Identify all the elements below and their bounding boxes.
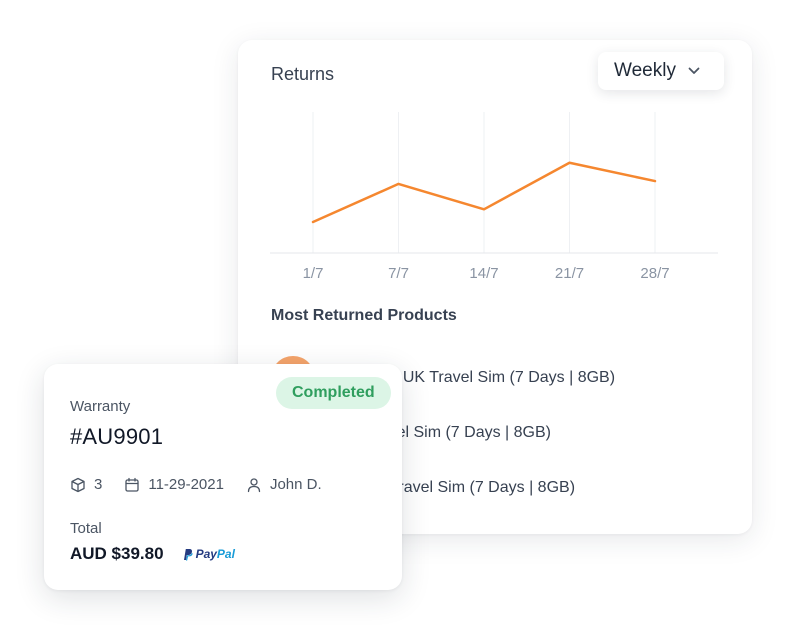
returns-line-chart: 1/7 7/7 14/7 21/7 28/7 <box>270 112 718 282</box>
quantity-value: 3 <box>94 476 103 493</box>
date-meta: 11-29-2021 <box>124 476 224 493</box>
x-tick-label: 1/7 <box>303 265 324 282</box>
x-tick-label: 28/7 <box>640 265 669 282</box>
warranty-id: #AU9901 <box>70 424 164 449</box>
warranty-card[interactable]: Completed Warranty #AU9901 3 11-29-2021 <box>44 364 402 590</box>
calendar-icon <box>125 477 139 492</box>
total-row: AUD $39.80 Pay Pal <box>70 544 235 564</box>
period-dropdown-label: Weekly <box>614 60 676 81</box>
customer-meta: John D. <box>246 476 322 493</box>
paypal-text-pay: Pay <box>195 547 217 561</box>
x-tick-label: 7/7 <box>388 265 409 282</box>
returns-title: Returns <box>271 64 335 84</box>
quantity-meta: 3 <box>70 476 102 493</box>
customer-name: John D. <box>269 476 322 493</box>
paypal-logo: Pay Pal <box>182 547 235 561</box>
package-icon <box>71 477 85 492</box>
warranty-meta: 3 11-29-2021 John D. <box>70 476 344 493</box>
date-value: 11-29-2021 <box>148 476 224 493</box>
total-label: Total <box>70 520 102 537</box>
status-badge: Completed <box>276 377 391 409</box>
warranty-label: Warranty <box>70 398 131 415</box>
x-tick-label: 21/7 <box>555 265 584 282</box>
series-line <box>311 161 657 224</box>
total-amount: AUD $39.80 <box>70 544 164 563</box>
paypal-text-pal: Pal <box>216 547 235 561</box>
chevron-down-icon <box>688 67 700 75</box>
period-dropdown[interactable]: Weekly <box>598 52 724 90</box>
most-returned-title: Most Returned Products <box>271 307 457 324</box>
x-tick-label: 14/7 <box>469 265 498 282</box>
user-icon <box>247 477 261 492</box>
paypal-icon <box>183 548 193 561</box>
